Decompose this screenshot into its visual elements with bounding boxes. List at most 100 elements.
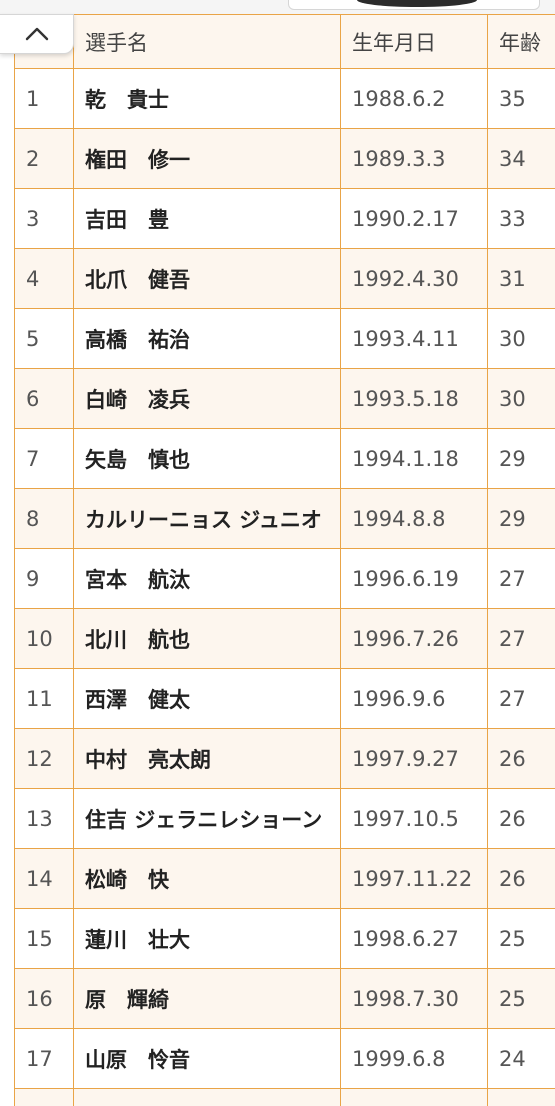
player-name: 権田 修一: [73, 128, 341, 189]
player-name: 宮本 航汰: [73, 548, 341, 609]
player-age: 25: [487, 968, 555, 1029]
table-row: 15 蓮川 壮大 1998.6.27 25: [14, 908, 555, 969]
player-age: 35: [487, 68, 555, 129]
birth-date: 1997.11.22: [340, 848, 488, 909]
player-age: 26: [487, 788, 555, 849]
row-number: 17: [14, 1028, 74, 1089]
birth-date: 1998.6.27: [340, 908, 488, 969]
table-header-row: 選手名 生年月日 年齢: [14, 14, 555, 69]
player-name: カルリーニョス ジュニオ: [73, 488, 341, 549]
player-age: 27: [487, 668, 555, 729]
birth-date: 1999.6.8: [340, 1028, 488, 1089]
banner-image-fragment: [357, 0, 477, 7]
table-row: 4 北爪 健吾 1992.4.30 31: [14, 248, 555, 309]
player-age: 24: [487, 1028, 555, 1089]
birth-date: 1993.4.11: [340, 308, 488, 369]
player-name: 吉田 豊: [73, 188, 341, 249]
player-age: 27: [487, 608, 555, 669]
player-name: 原 輝綺: [73, 968, 341, 1029]
player-age: 31: [487, 248, 555, 309]
table-row-partial: [14, 1088, 555, 1106]
birth-date: 1989.3.3: [340, 128, 488, 189]
player-name: 住吉 ジェラニレショーン: [73, 788, 341, 849]
player-age: 29: [487, 428, 555, 489]
row-number: 8: [14, 488, 74, 549]
empty-cell: [487, 1088, 555, 1106]
table-row: 12 中村 亮太朗 1997.9.27 26: [14, 728, 555, 789]
birth-date: 1996.7.26: [340, 608, 488, 669]
row-number: 12: [14, 728, 74, 789]
player-name: 中村 亮太朗: [73, 728, 341, 789]
player-age: 29: [487, 488, 555, 549]
table-row: 6 白崎 凌兵 1993.5.18 30: [14, 368, 555, 429]
table-row: 8 カルリーニョス ジュニオ 1994.8.8 29: [14, 488, 555, 549]
table-row: 16 原 輝綺 1998.7.30 25: [14, 968, 555, 1029]
birth-date: 1998.7.30: [340, 968, 488, 1029]
table-row: 11 西澤 健太 1996.9.6 27: [14, 668, 555, 729]
player-name: 北爪 健吾: [73, 248, 341, 309]
player-name: 白崎 凌兵: [73, 368, 341, 429]
table-row: 3 吉田 豊 1990.2.17 33: [14, 188, 555, 249]
header-age: 年齢: [487, 14, 555, 69]
table-row: 2 権田 修一 1989.3.3 34: [14, 128, 555, 189]
birth-date: 1992.4.30: [340, 248, 488, 309]
row-number: 3: [14, 188, 74, 249]
table-row: 13 住吉 ジェラニレショーン 1997.10.5 26: [14, 788, 555, 849]
player-age: 25: [487, 908, 555, 969]
row-number: 13: [14, 788, 74, 849]
player-name: 北川 航也: [73, 608, 341, 669]
table-row: 5 高橋 祐治 1993.4.11 30: [14, 308, 555, 369]
player-name: 高橋 祐治: [73, 308, 341, 369]
row-number: 15: [14, 908, 74, 969]
table-row: 17 山原 怜音 1999.6.8 24: [14, 1028, 555, 1089]
row-number: 7: [14, 428, 74, 489]
player-name: 松崎 快: [73, 848, 341, 909]
player-name: 西澤 健太: [73, 668, 341, 729]
birth-date: 1994.8.8: [340, 488, 488, 549]
birth-date: 1994.1.18: [340, 428, 488, 489]
header-birthdate: 生年月日: [340, 14, 488, 69]
row-number: 4: [14, 248, 74, 309]
table-row: 7 矢島 慎也 1994.1.18 29: [14, 428, 555, 489]
chevron-up-icon: [25, 27, 48, 41]
player-age: 30: [487, 368, 555, 429]
scroll-to-top-button[interactable]: [0, 14, 74, 54]
header-player-name: 選手名: [73, 14, 341, 69]
player-age: 27: [487, 548, 555, 609]
empty-cell: [14, 1088, 74, 1106]
table-row: 10 北川 航也 1996.7.26 27: [14, 608, 555, 669]
birth-date: 1997.9.27: [340, 728, 488, 789]
player-name: 矢島 慎也: [73, 428, 341, 489]
table-row: 14 松崎 快 1997.11.22 26: [14, 848, 555, 909]
birth-date: 1997.10.5: [340, 788, 488, 849]
player-name: 蓮川 壮大: [73, 908, 341, 969]
player-age: 34: [487, 128, 555, 189]
birth-date: 1996.6.19: [340, 548, 488, 609]
row-number: 10: [14, 608, 74, 669]
player-age: 33: [487, 188, 555, 249]
table-row: 9 宮本 航汰 1996.6.19 27: [14, 548, 555, 609]
row-number: 6: [14, 368, 74, 429]
birth-date: 1993.5.18: [340, 368, 488, 429]
row-number: 14: [14, 848, 74, 909]
empty-cell: [340, 1088, 488, 1106]
row-number: 16: [14, 968, 74, 1029]
birth-date: 1996.9.6: [340, 668, 488, 729]
player-age: 26: [487, 848, 555, 909]
birth-date: 1988.6.2: [340, 68, 488, 129]
player-name: 山原 怜音: [73, 1028, 341, 1089]
birth-date: 1990.2.17: [340, 188, 488, 249]
row-number: 1: [14, 68, 74, 129]
row-number: 5: [14, 308, 74, 369]
row-number: 2: [14, 128, 74, 189]
player-age: 30: [487, 308, 555, 369]
row-number: 9: [14, 548, 74, 609]
top-banner-edge: [288, 0, 540, 10]
empty-cell: [73, 1088, 341, 1106]
player-age: 26: [487, 728, 555, 789]
player-name: 乾 貴士: [73, 68, 341, 129]
